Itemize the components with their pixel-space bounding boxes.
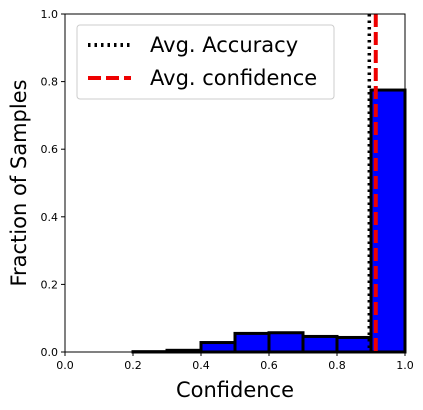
ticks-layer: 0.0 0.2 0.4 0.6 0.8 1.0 0.0 0.2 0.4 0.6 0.8 1.0 [41,8,414,372]
reference-lines-layer [367,14,378,352]
y-tick-label: 0.0 [41,346,59,359]
x-tick-label: 0.4 [192,359,210,372]
x-axis-label: Confidence [176,378,294,402]
x-tick-label: 0.8 [328,359,346,372]
y-tick-label: 1.0 [41,8,59,21]
y-axis-label: Fraction of Samples [7,79,31,286]
y-tick-label: 0.6 [41,143,59,156]
histogram-bar-7 [301,334,339,354]
x-tick-label: 1.0 [396,359,414,372]
y-tick-label: 0.8 [41,76,59,89]
legend-label-avg-accuracy: Avg. Accuracy [150,33,298,57]
histogram-bar-6 [267,331,305,354]
legend-label-avg-confidence: Avg. confidence [150,66,317,90]
plot-frame [64,13,406,353]
histogram-bar-5 [233,331,271,354]
bars-layer [131,88,407,354]
histogram-bar-4 [199,341,237,354]
y-tick-label: 0.2 [41,278,59,291]
legend-box [76,24,335,100]
x-tick-label: 0.0 [56,359,74,372]
x-tick-label: 0.6 [260,359,278,372]
y-tick-label: 0.4 [41,211,59,224]
x-tick-label: 0.2 [124,359,142,372]
histogram-bar-8 [335,335,373,354]
legend: Avg. Accuracy Avg. confidence [76,24,335,100]
